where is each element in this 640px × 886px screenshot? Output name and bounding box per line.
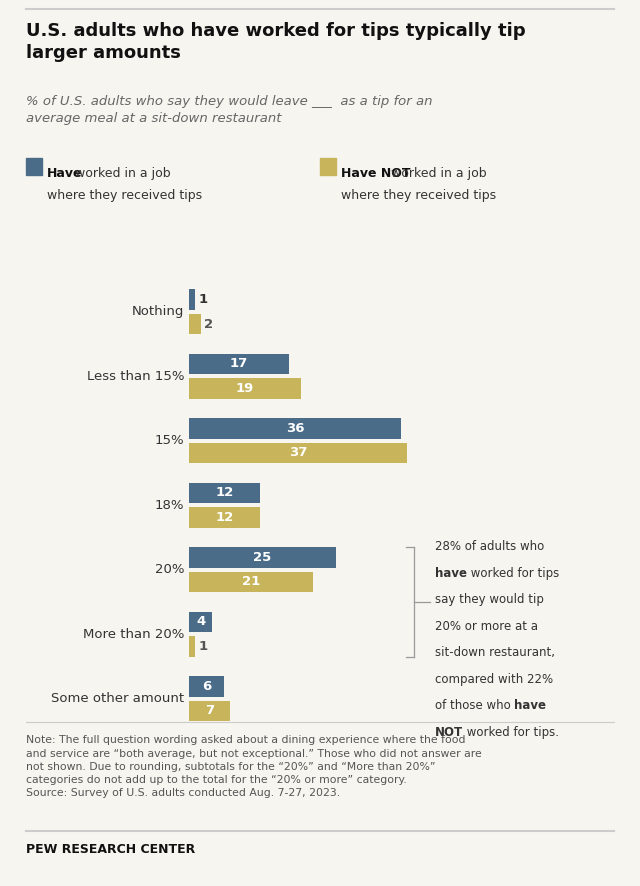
Text: U.S. adults who have worked for tips typically tip
larger amounts: U.S. adults who have worked for tips typ… (26, 22, 525, 62)
Text: 28% of adults who: 28% of adults who (435, 540, 544, 553)
Text: 17: 17 (230, 357, 248, 370)
Text: 2: 2 (204, 317, 213, 330)
Bar (189, 507, 260, 528)
Bar (189, 418, 401, 439)
Text: PEW RESEARCH CENTER: PEW RESEARCH CENTER (26, 843, 195, 857)
Text: worked in a job: worked in a job (71, 167, 171, 180)
Text: worked in a job: worked in a job (387, 167, 487, 180)
Text: 6: 6 (202, 680, 211, 693)
Bar (189, 571, 313, 593)
Text: 18%: 18% (155, 499, 184, 512)
Text: 36: 36 (286, 422, 304, 435)
Text: 1: 1 (198, 293, 207, 306)
Text: have: have (435, 566, 467, 579)
Text: 7: 7 (205, 704, 214, 718)
Text: 19: 19 (236, 382, 254, 395)
Text: 20% or more at a: 20% or more at a (435, 619, 538, 633)
Text: Nothing: Nothing (132, 306, 184, 318)
Bar (189, 611, 212, 633)
Text: worked for tips.: worked for tips. (463, 726, 559, 739)
Text: 12: 12 (215, 486, 234, 500)
Text: More than 20%: More than 20% (83, 627, 184, 641)
Text: 4: 4 (196, 616, 205, 628)
Text: of those who: of those who (435, 699, 514, 712)
Text: 15%: 15% (154, 434, 184, 447)
Text: where they received tips: where they received tips (341, 189, 496, 202)
Text: compared with 22%: compared with 22% (435, 672, 553, 686)
Text: 25: 25 (253, 551, 272, 564)
Bar (189, 636, 195, 657)
Text: where they received tips: where they received tips (47, 189, 202, 202)
Bar (189, 676, 224, 696)
Bar (189, 354, 289, 374)
Text: 1: 1 (198, 640, 207, 653)
Bar (189, 701, 230, 721)
Text: 20%: 20% (155, 563, 184, 576)
Bar (189, 314, 200, 334)
Text: 21: 21 (242, 576, 260, 588)
Text: sit-down restaurant,: sit-down restaurant, (435, 646, 555, 659)
Bar (189, 378, 301, 399)
Bar (189, 443, 407, 463)
Text: have: have (514, 699, 546, 712)
Text: worked for tips: worked for tips (467, 566, 559, 579)
Bar (189, 289, 195, 310)
Text: Note: The full question wording asked about a dining experience where the food
a: Note: The full question wording asked ab… (26, 735, 481, 798)
Text: Have NOT: Have NOT (341, 167, 411, 180)
Text: Some other amount: Some other amount (51, 692, 184, 705)
Text: Have: Have (47, 167, 82, 180)
Bar (189, 483, 260, 503)
Text: say they would tip: say they would tip (435, 593, 543, 606)
Text: 12: 12 (215, 511, 234, 524)
Bar (189, 548, 337, 568)
Text: % of U.S. adults who say they would leave ___  as a tip for an
average meal at a: % of U.S. adults who say they would leav… (26, 95, 432, 125)
Text: 37: 37 (289, 447, 307, 460)
Text: NOT: NOT (435, 726, 463, 739)
Text: Less than 15%: Less than 15% (86, 369, 184, 383)
